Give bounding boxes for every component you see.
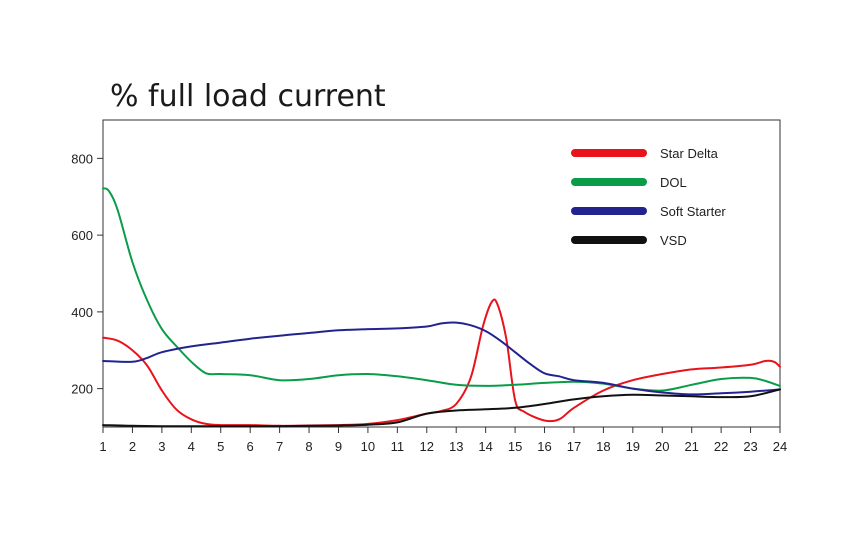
y-tick-label: 800 xyxy=(71,151,93,166)
series-line-star-delta xyxy=(102,298,781,427)
legend-label-vsd: VSD xyxy=(660,233,687,248)
plot-area xyxy=(102,119,781,428)
legend-label-star-delta: Star Delta xyxy=(660,146,719,161)
x-tick-label: 19 xyxy=(626,439,640,454)
y-axis: 200 400 600 800 xyxy=(71,151,103,397)
x-tick-label: 5 xyxy=(217,439,224,454)
x-tick-label: 13 xyxy=(449,439,463,454)
legend: Star Delta DOL Soft Starter VSD xyxy=(571,146,726,248)
x-tick-label: 17 xyxy=(567,439,581,454)
x-tick-label: 23 xyxy=(743,439,757,454)
x-tick-label: 10 xyxy=(361,439,375,454)
x-tick-label: 20 xyxy=(655,439,669,454)
series-line-dol xyxy=(102,187,781,392)
x-tick-label: 24 xyxy=(773,439,787,454)
series-line-vsd xyxy=(102,388,781,428)
x-tick-label: 11 xyxy=(391,439,405,454)
x-tick-label: 1 xyxy=(99,439,106,454)
x-tick-label: 15 xyxy=(508,439,522,454)
legend-label-soft-starter: Soft Starter xyxy=(660,204,726,219)
x-tick-label: 3 xyxy=(158,439,165,454)
x-tick-label: 9 xyxy=(335,439,342,454)
chart-title: % full load current xyxy=(110,79,386,114)
x-tick-label: 18 xyxy=(596,439,610,454)
x-axis: 1 2 3 4 5 6 7 8 9 10 11 12 13 14 15 16 17 18 19 20 21 22 23 24 xyxy=(99,427,787,454)
x-tick-label: 21 xyxy=(684,439,698,454)
series-line-soft-starter xyxy=(102,321,781,396)
x-tick-label: 2 xyxy=(129,439,136,454)
x-tick-label: 22 xyxy=(714,439,728,454)
x-tick-label: 14 xyxy=(478,439,492,454)
x-tick-label: 6 xyxy=(247,439,254,454)
y-tick-label: 200 xyxy=(71,382,93,397)
x-tick-label: 4 xyxy=(188,439,195,454)
plot-frame xyxy=(102,119,781,428)
y-tick-label: 600 xyxy=(71,228,93,243)
legend-label-dol: DOL xyxy=(660,175,687,190)
x-tick-label: 12 xyxy=(420,439,434,454)
series-lines xyxy=(102,187,781,428)
x-tick-label: 16 xyxy=(537,439,551,454)
y-tick-label: 400 xyxy=(71,305,93,320)
x-tick-label: 8 xyxy=(305,439,312,454)
x-tick-label: 7 xyxy=(276,439,283,454)
